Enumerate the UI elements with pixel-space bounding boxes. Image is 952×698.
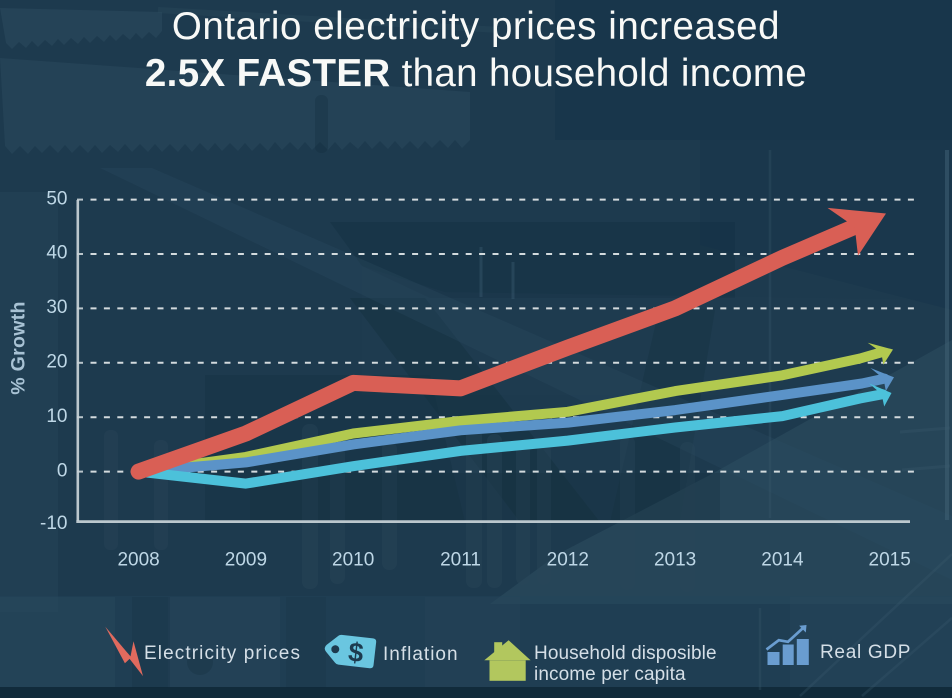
svg-text:0: 0 — [57, 460, 68, 481]
svg-text:2014: 2014 — [761, 550, 804, 571]
svg-text:2012: 2012 — [547, 550, 589, 571]
svg-text:$: $ — [347, 637, 365, 669]
svg-text:10: 10 — [46, 406, 67, 427]
svg-text:2013: 2013 — [654, 550, 696, 571]
svg-text:2009: 2009 — [225, 550, 267, 571]
svg-text:2011: 2011 — [440, 550, 481, 571]
svg-text:20: 20 — [46, 352, 67, 373]
svg-text:40: 40 — [46, 243, 67, 264]
svg-text:-10: -10 — [40, 513, 67, 534]
svg-text:% Growth: % Growth — [8, 301, 30, 394]
svg-text:30: 30 — [46, 297, 67, 318]
svg-text:2015: 2015 — [869, 550, 911, 571]
svg-text:2010: 2010 — [332, 550, 374, 571]
svg-text:2008: 2008 — [117, 550, 159, 571]
svg-text:50: 50 — [46, 188, 67, 209]
